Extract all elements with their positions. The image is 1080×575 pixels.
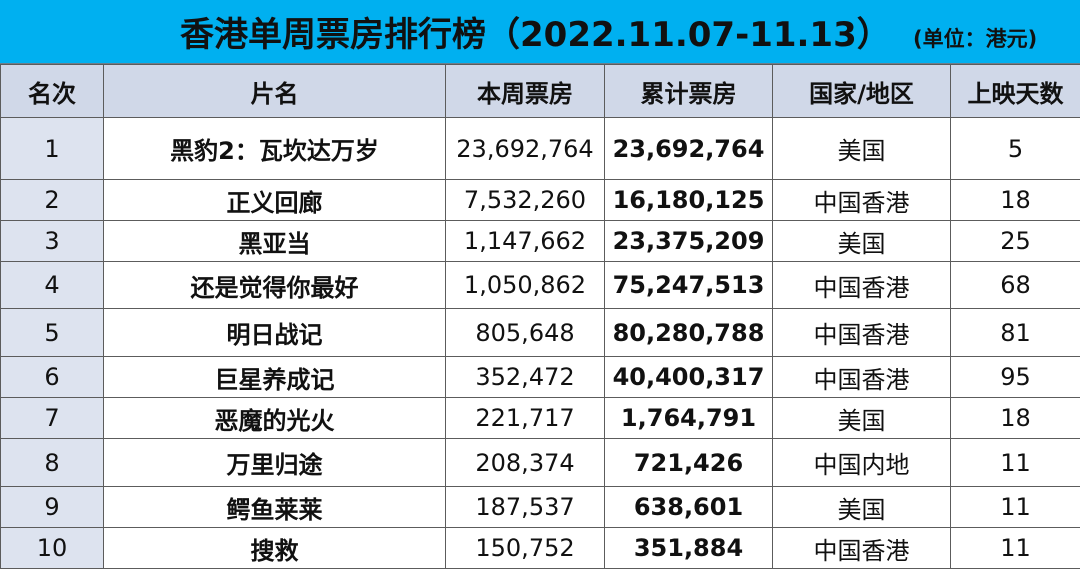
table-row: 3 黑亚当 1,147,662 23,375,209 美国 25	[0, 220, 1080, 262]
col-header-total-gross: 累计票房	[604, 64, 773, 118]
col-header-week-gross: 本周票房	[445, 64, 605, 118]
table-row: 1 黑豹2：瓦坎达万岁 23,692,764 23,692,764 美国 5	[0, 117, 1080, 180]
col-header-days: 上映天数	[950, 64, 1080, 118]
film-title-cell: 黑豹2：瓦坎达万岁	[103, 117, 446, 180]
total-gross-cell: 16,180,125	[604, 179, 773, 221]
week-gross-cell: 805,648	[445, 308, 605, 357]
days-cell: 11	[950, 486, 1080, 528]
total-gross-cell: 40,400,317	[604, 356, 773, 398]
days-cell: 68	[950, 261, 1080, 309]
region-cell: 中国内地	[772, 438, 951, 487]
table-header-row: 名次 片名 本周票房 累计票房 国家/地区 上映天数	[0, 64, 1080, 118]
days-cell: 95	[950, 356, 1080, 398]
film-title-cell: 鳄鱼莱莱	[103, 486, 446, 528]
days-cell: 18	[950, 397, 1080, 439]
region-cell: 美国	[772, 486, 951, 528]
region-cell: 中国香港	[772, 527, 951, 569]
film-title-cell: 恶魔的光火	[103, 397, 446, 439]
table-row: 2 正义回廊 7,532,260 16,180,125 中国香港 18	[0, 179, 1080, 221]
table-row: 9 鳄鱼莱莱 187,537 638,601 美国 11	[0, 486, 1080, 528]
total-gross-cell: 721,426	[604, 438, 773, 487]
table-row: 8 万里归途 208,374 721,426 中国内地 11	[0, 438, 1080, 487]
title-bar: 香港单周票房排行榜（2022.11.07-11.13） (单位：港元)	[0, 0, 1080, 64]
days-cell: 11	[950, 527, 1080, 569]
film-title-cell: 黑亚当	[103, 220, 446, 262]
table-row: 6 巨星养成记 352,472 40,400,317 中国香港 95	[0, 356, 1080, 398]
rank-cell: 4	[0, 261, 104, 309]
film-title-cell: 万里归途	[103, 438, 446, 487]
week-gross-cell: 150,752	[445, 527, 605, 569]
region-cell: 美国	[772, 117, 951, 180]
total-gross-cell: 23,375,209	[604, 220, 773, 262]
week-gross-cell: 1,147,662	[445, 220, 605, 262]
rank-cell: 6	[0, 356, 104, 398]
rank-cell: 1	[0, 117, 104, 180]
region-cell: 中国香港	[772, 261, 951, 309]
table-row: 4 还是觉得你最好 1,050,862 75,247,513 中国香港 68	[0, 261, 1080, 309]
week-gross-cell: 221,717	[445, 397, 605, 439]
total-gross-cell: 351,884	[604, 527, 773, 569]
region-cell: 中国香港	[772, 356, 951, 398]
film-title-cell: 正义回廊	[103, 179, 446, 221]
days-cell: 25	[950, 220, 1080, 262]
week-gross-cell: 187,537	[445, 486, 605, 528]
week-gross-cell: 208,374	[445, 438, 605, 487]
days-cell: 81	[950, 308, 1080, 357]
ranking-table: 名次 片名 本周票房 累计票房 国家/地区 上映天数 1 黑豹2：瓦坎达万岁 23,…	[0, 64, 1080, 569]
rank-cell: 8	[0, 438, 104, 487]
table-row: 10 搜救 150,752 351,884 中国香港 11	[0, 527, 1080, 569]
days-cell: 11	[950, 438, 1080, 487]
page-title: 香港单周票房排行榜（2022.11.07-11.13）	[180, 15, 891, 55]
rank-cell: 10	[0, 527, 104, 569]
total-gross-cell: 23,692,764	[604, 117, 773, 180]
week-gross-cell: 23,692,764	[445, 117, 605, 180]
film-title-cell: 巨星养成记	[103, 356, 446, 398]
rank-cell: 9	[0, 486, 104, 528]
region-cell: 美国	[772, 397, 951, 439]
total-gross-cell: 75,247,513	[604, 261, 773, 309]
total-gross-cell: 1,764,791	[604, 397, 773, 439]
table-row: 7 恶魔的光火 221,717 1,764,791 美国 18	[0, 397, 1080, 439]
film-title-cell: 明日战记	[103, 308, 446, 357]
rank-cell: 7	[0, 397, 104, 439]
total-gross-cell: 638,601	[604, 486, 773, 528]
week-gross-cell: 7,532,260	[445, 179, 605, 221]
region-cell: 中国香港	[772, 179, 951, 221]
week-gross-cell: 1,050,862	[445, 261, 605, 309]
table-row: 5 明日战记 805,648 80,280,788 中国香港 81	[0, 308, 1080, 357]
rank-cell: 5	[0, 308, 104, 357]
col-header-region: 国家/地区	[772, 64, 951, 118]
col-header-title: 片名	[103, 64, 446, 118]
film-title-cell: 还是觉得你最好	[103, 261, 446, 309]
days-cell: 5	[950, 117, 1080, 180]
region-cell: 美国	[772, 220, 951, 262]
days-cell: 18	[950, 179, 1080, 221]
region-cell: 中国香港	[772, 308, 951, 357]
film-title-cell: 搜救	[103, 527, 446, 569]
total-gross-cell: 80,280,788	[604, 308, 773, 357]
unit-label: (单位：港元)	[913, 27, 1038, 51]
rank-cell: 3	[0, 220, 104, 262]
week-gross-cell: 352,472	[445, 356, 605, 398]
rank-cell: 2	[0, 179, 104, 221]
col-header-rank: 名次	[0, 64, 104, 118]
